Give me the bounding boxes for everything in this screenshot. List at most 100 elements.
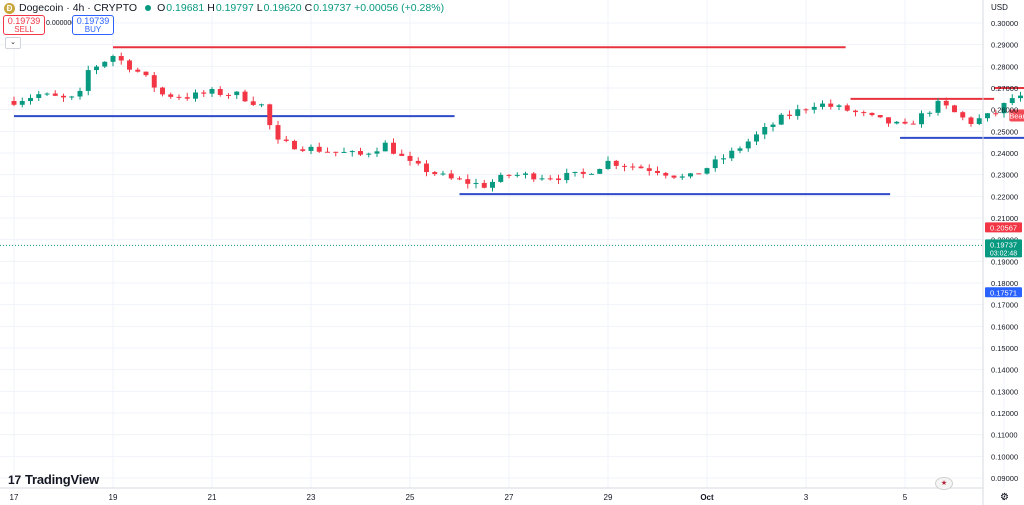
chevron-down-icon[interactable]: ⌄ bbox=[5, 37, 21, 49]
candle-body bbox=[886, 117, 891, 124]
candle-body bbox=[523, 173, 528, 175]
candle-body bbox=[902, 121, 908, 124]
candle-body bbox=[407, 155, 413, 161]
candle-body bbox=[539, 178, 545, 180]
candle-body bbox=[910, 123, 916, 125]
y-tick-label: 0.27000 bbox=[991, 84, 1018, 93]
candle-body bbox=[275, 125, 281, 140]
candle-body bbox=[498, 174, 504, 182]
candle-body bbox=[671, 175, 677, 178]
candle-body bbox=[292, 140, 297, 150]
candle-body bbox=[259, 104, 264, 106]
candle-body bbox=[308, 146, 314, 151]
candle-body bbox=[737, 148, 743, 151]
candle-body bbox=[613, 160, 619, 166]
sell-button[interactable]: 0.19739 SELL bbox=[3, 15, 45, 35]
candle-body bbox=[52, 93, 58, 96]
support-resistance-lines[interactable] bbox=[14, 46, 1024, 450]
candle-body bbox=[828, 103, 834, 107]
x-tick-label: 25 bbox=[406, 493, 415, 502]
candle-body bbox=[127, 60, 132, 70]
candle-body bbox=[110, 56, 116, 62]
candle-body bbox=[374, 151, 380, 154]
price-label-value: 0.19737 bbox=[990, 240, 1017, 249]
tradingview-mark-icon: 17 bbox=[8, 472, 21, 487]
candle-body bbox=[283, 139, 289, 141]
candle-body bbox=[803, 109, 809, 111]
open-label: O bbox=[157, 2, 166, 14]
candle-body bbox=[160, 87, 165, 95]
candle-body bbox=[440, 173, 446, 175]
candle-body bbox=[432, 172, 438, 175]
candle-body bbox=[325, 151, 330, 153]
candle-body bbox=[457, 178, 462, 180]
y-tick-label: 0.09000 bbox=[991, 474, 1018, 483]
candle-body bbox=[506, 174, 512, 176]
candle-body bbox=[250, 101, 256, 105]
x-tick-label: 3 bbox=[804, 493, 809, 502]
x-tick-label: 27 bbox=[505, 493, 514, 502]
candle-body bbox=[448, 173, 454, 179]
candle-body bbox=[465, 179, 471, 184]
x-tick-label: 5 bbox=[903, 493, 908, 502]
candle-body bbox=[217, 88, 223, 95]
candle-body bbox=[745, 141, 751, 149]
candle-body bbox=[853, 110, 858, 113]
candle-body bbox=[94, 66, 99, 71]
candle-body bbox=[19, 101, 25, 105]
x-tick-label: 21 bbox=[208, 493, 217, 502]
candle-body bbox=[844, 105, 850, 111]
candle-body bbox=[663, 172, 669, 176]
candle-body bbox=[366, 153, 372, 155]
tradingview-logo[interactable]: 17 TradingView bbox=[8, 472, 99, 487]
candle-body bbox=[580, 171, 586, 174]
logo-text: TradingView bbox=[24, 472, 100, 487]
y-tick-label: 0.17000 bbox=[991, 301, 1018, 310]
candle-body bbox=[36, 94, 42, 98]
candle-body bbox=[597, 168, 603, 174]
y-tick-label: 0.22000 bbox=[991, 192, 1018, 201]
y-tick-label: 0.26000 bbox=[991, 106, 1018, 115]
candle-body bbox=[556, 178, 561, 181]
candle-body bbox=[861, 112, 867, 114]
x-tick-label: 23 bbox=[307, 493, 316, 502]
x-tick-label: 7 bbox=[1002, 493, 1007, 502]
candle-body bbox=[358, 151, 363, 155]
x-tick-label: 19 bbox=[109, 493, 118, 502]
y-tick-label: 0.14000 bbox=[991, 366, 1018, 375]
candle-body bbox=[168, 94, 174, 97]
countdown-label: 03:02:48 bbox=[990, 250, 1017, 257]
gear-icon[interactable]: ⚙ bbox=[1000, 492, 1009, 503]
candle-body bbox=[135, 69, 141, 72]
low-label: L bbox=[256, 2, 263, 14]
candle-body bbox=[729, 150, 735, 159]
candle-body bbox=[151, 75, 157, 88]
candle-body bbox=[201, 92, 207, 94]
candle-body bbox=[209, 88, 215, 94]
close-label: C bbox=[304, 2, 313, 14]
candle-body bbox=[143, 71, 149, 76]
y-tick-label: 0.11000 bbox=[991, 431, 1018, 440]
candle-body bbox=[514, 174, 520, 176]
dogecoin-coin-icon: Ð bbox=[4, 2, 15, 14]
candle-body bbox=[688, 173, 693, 177]
candle-body bbox=[382, 142, 388, 152]
y-tick-label: 0.18000 bbox=[991, 279, 1018, 288]
candle-body bbox=[118, 56, 124, 61]
symbol-title[interactable]: Dogecoin · 4h · CRYPTO bbox=[19, 2, 138, 14]
price-label-bg bbox=[985, 222, 1022, 233]
price-label-bg bbox=[985, 239, 1022, 258]
grid-lines bbox=[0, 0, 1005, 488]
candle-body bbox=[564, 172, 570, 181]
buy-button[interactable]: 0.19739 BUY bbox=[72, 15, 114, 35]
y-tick-label: 0.25000 bbox=[991, 127, 1018, 136]
us-flag-icon[interactable]: ★ bbox=[935, 477, 953, 490]
candle-body bbox=[547, 178, 553, 180]
candle-body bbox=[679, 176, 685, 178]
open-value: 0.19681 bbox=[166, 2, 205, 14]
candle-body bbox=[704, 168, 710, 174]
candle-body bbox=[919, 113, 924, 125]
time-axis[interactable]: 17192123252729Oct35791113151719212325 bbox=[10, 493, 1024, 502]
bear-wick-label-bg bbox=[1009, 109, 1024, 122]
